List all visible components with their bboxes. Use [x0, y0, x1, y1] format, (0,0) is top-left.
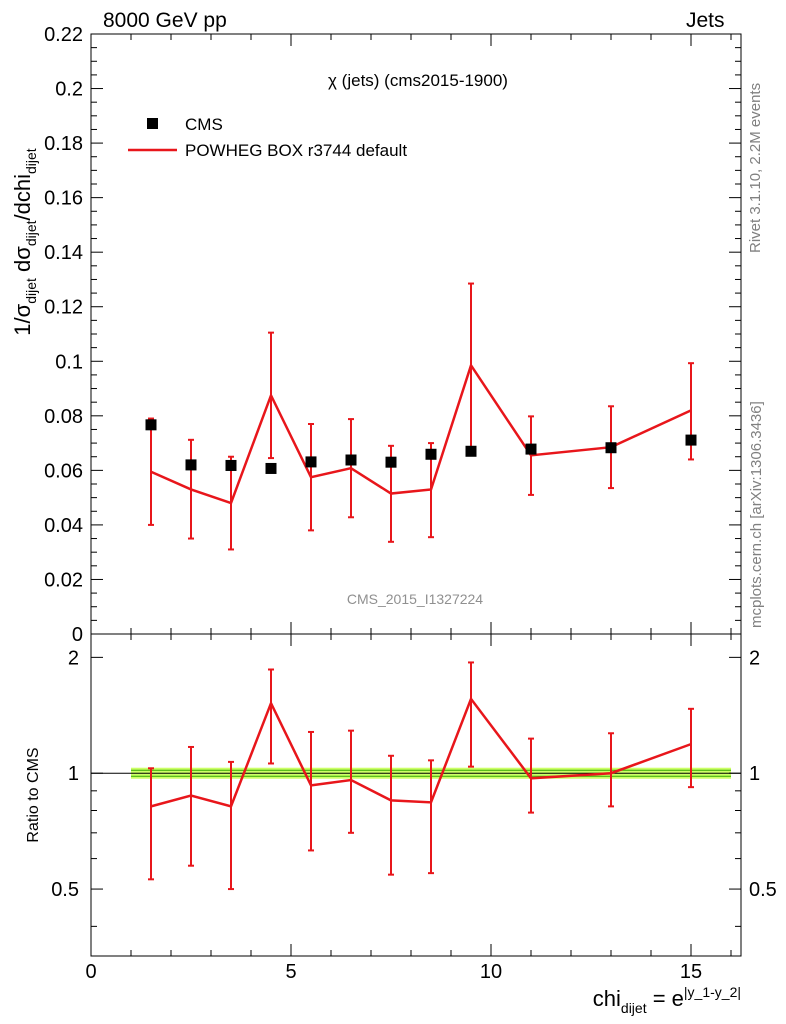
cms-data-point	[225, 459, 237, 471]
cms-data-point	[305, 456, 317, 468]
legend-cms-label: CMS	[185, 115, 223, 134]
x-axis-label: chidijet = e|y_1-y_2|	[593, 984, 741, 1016]
legend-cms-marker	[147, 118, 158, 129]
main-y-tick-label: 0.04	[44, 515, 83, 537]
ratio-y-axis-label: Ratio to CMS	[25, 747, 42, 842]
header-right: Jets	[686, 9, 725, 32]
cms-data-point	[265, 462, 277, 474]
cms-data-point	[605, 442, 617, 454]
ratio-frame	[90, 633, 742, 957]
ratio-y-tick-label-right: 0.5	[749, 879, 777, 901]
cms-data-point	[185, 459, 197, 471]
ratio-y-tick-label: 0.5	[51, 879, 79, 901]
main-y-tick-label: 0.1	[55, 351, 83, 373]
cms-data-point	[425, 448, 437, 460]
main-y-tick-label: 0.16	[44, 188, 83, 210]
cms-data-point	[145, 419, 157, 431]
main-y-axis-label: 1/σdijet dσdijet/dchidijet	[10, 148, 39, 336]
cms-data-point	[385, 456, 397, 468]
powheg-line	[150, 362, 692, 505]
main-y-tick-label: 0.14	[44, 242, 83, 264]
cms-data-point	[525, 443, 537, 455]
ratio-powheg-line	[150, 696, 692, 808]
ratio-y-tick-label-right: 2	[749, 647, 760, 669]
cms-data-point	[465, 445, 477, 457]
main-y-tick-label: 0.12	[44, 297, 83, 319]
x-tick-label: 5	[285, 961, 296, 983]
main-y-tick-label: 0.2	[55, 79, 83, 101]
main-y-tick-label: 0	[72, 624, 83, 646]
legend-powheg-label: POWHEG BOX r3744 default	[185, 141, 407, 160]
x-tick-label: 10	[480, 961, 502, 983]
ratio-y-tick-label-right: 1	[749, 763, 760, 785]
plot-title: χ (jets) (cms2015-1900)	[328, 71, 508, 90]
x-tick-label: 0	[85, 961, 96, 983]
main-y-tick-label: 0.06	[44, 460, 83, 482]
cms-data-point	[345, 454, 357, 466]
main-y-tick-label: 0.02	[44, 569, 83, 591]
header-left: 8000 GeV pp	[103, 9, 227, 32]
ratio-y-tick-label: 2	[68, 647, 79, 669]
analysis-watermark: CMS_2015_I1327224	[347, 591, 483, 607]
main-y-tick-label: 0.22	[44, 24, 83, 46]
main-y-tick-label: 0.08	[44, 406, 83, 428]
ratio-y-tick-label: 1	[68, 763, 79, 785]
x-tick-label: 15	[680, 961, 702, 983]
cms-data-point	[685, 434, 697, 446]
main-y-tick-label: 0.18	[44, 133, 83, 155]
